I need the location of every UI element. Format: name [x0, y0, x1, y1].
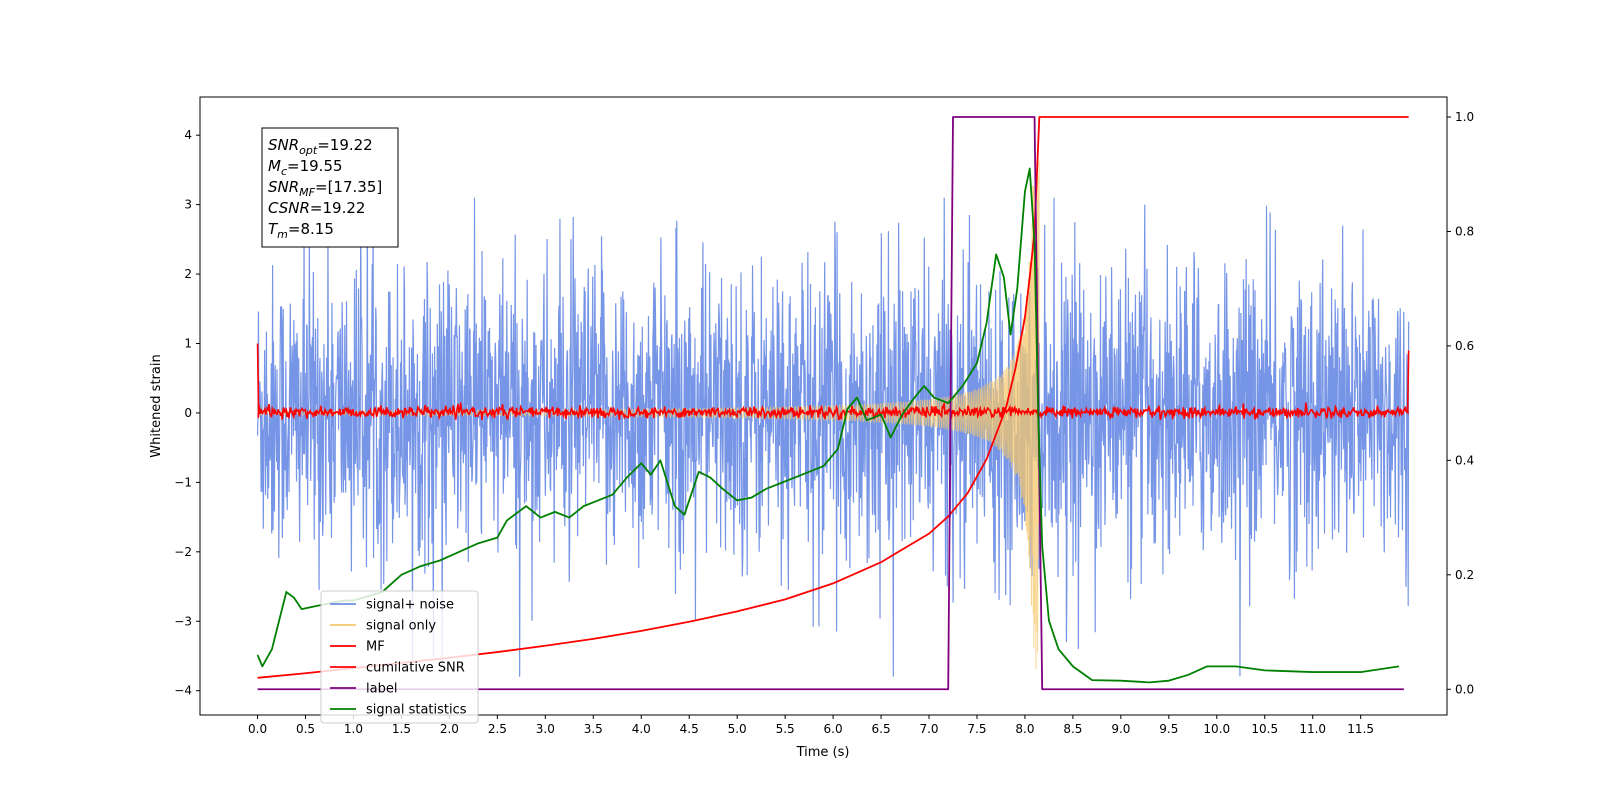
- annotation-symbol: SNR: [268, 136, 299, 154]
- x-tick-label: 8.0: [1015, 722, 1034, 736]
- annotation-value: =19.55: [287, 157, 343, 175]
- legend-entry: label: [366, 682, 397, 697]
- plot-frame: [199, 96, 1448, 716]
- y-left-tick-label: −3: [174, 614, 192, 628]
- legend: signal+ noise signal only MF cumilative SNR…: [320, 590, 479, 724]
- y-right-tick-label: 0.2: [1455, 568, 1474, 582]
- legend-entry: MF: [366, 640, 385, 655]
- y-right-tick-label: 0.8: [1455, 224, 1474, 238]
- annotation-value: =19.22: [317, 136, 373, 154]
- x-tick-label: 5.0: [728, 722, 747, 736]
- annotation-frame: [261, 127, 399, 248]
- legend-entry: signal statistics: [366, 703, 467, 718]
- y-right-tick-label: 0.4: [1455, 453, 1474, 467]
- x-tick-label: 0.5: [296, 722, 315, 736]
- x-tick-label: 7.5: [967, 722, 986, 736]
- x-tick-label: 9.5: [1159, 722, 1178, 736]
- annotation-line: Mc=19.55: [268, 157, 343, 178]
- x-tick-label: 2.5: [488, 722, 507, 736]
- x-tick-label: 6.5: [872, 722, 891, 736]
- x-tick-label: 1.5: [392, 722, 411, 736]
- y-left-tick-label: 2: [184, 267, 192, 281]
- x-tick-label: 10.5: [1251, 722, 1278, 736]
- x-tick-label: 3.5: [584, 722, 603, 736]
- annotation-line: CSNR=19.22: [268, 199, 365, 217]
- y-left-axis: −4 −3 −2 −1 0 1 2 3 4: [174, 128, 200, 698]
- annotation-value: =8.15: [288, 220, 334, 238]
- series-signal-noise: [256, 197, 1410, 677]
- legend-entry: cumilative SNR: [366, 661, 465, 676]
- x-tick-label: 11.5: [1347, 722, 1374, 736]
- x-tick-label: 2.0: [440, 722, 459, 736]
- y-axis-label: Whitened strain: [149, 354, 164, 457]
- annotation-subscript: m: [277, 228, 288, 241]
- x-tick-label: 8.5: [1063, 722, 1082, 736]
- y-left-tick-label: −2: [174, 545, 192, 559]
- y-left-tick-label: −1: [174, 475, 192, 489]
- series-signal-statistics: [256, 167, 1400, 684]
- y-right-tick-label: 0.6: [1455, 339, 1474, 353]
- annotation-symbol: T: [268, 220, 279, 238]
- annotation-symbol: SNR: [268, 178, 299, 196]
- x-tick-label: 1.0: [344, 722, 363, 736]
- x-tick-label: 5.5: [776, 722, 795, 736]
- annotation-subscript: MF: [299, 186, 315, 199]
- x-tick-label: 3.0: [536, 722, 555, 736]
- x-tick-label: 7.0: [919, 722, 938, 736]
- annotation-line: SNRopt=19.22: [268, 136, 373, 157]
- annotation-subscript: c: [281, 165, 287, 178]
- legend-entry: signal+ noise: [366, 598, 454, 613]
- x-axis-label: Time (s): [796, 745, 850, 760]
- y-left-tick-label: 1: [184, 337, 192, 351]
- legend-entry: signal only: [366, 619, 436, 634]
- x-tick-label: 11.0: [1299, 722, 1326, 736]
- y-right-tick-label: 1.0: [1455, 110, 1474, 124]
- y-right-axis: 0.0 0.2 0.4 0.6 0.8 1.0: [1447, 110, 1474, 696]
- annotation-subscript: opt: [299, 144, 318, 157]
- annotation-line: Tm=8.15: [268, 220, 334, 241]
- x-tick-label: 6.0: [824, 722, 843, 736]
- x-axis: 0.0 0.5 1.0 1.5 2.0 2.5 3.0 3.5 4.0 4.5 5.0 5.5 6.0 6…: [248, 715, 1374, 736]
- y-left-tick-label: 4: [184, 128, 192, 142]
- annotation-symbol: M: [268, 157, 281, 175]
- series-mf: [256, 343, 1410, 421]
- legend-frame: [320, 590, 479, 724]
- y-left-tick-label: −4: [174, 684, 192, 698]
- y-right-tick-label: 0.0: [1455, 682, 1474, 696]
- x-tick-label: 0.0: [248, 722, 267, 736]
- series-label: [257, 116, 1404, 691]
- annotation-line: SNRMF=[17.35]: [268, 178, 382, 199]
- annotation-symbol: CSNR: [268, 199, 310, 217]
- x-tick-label: 4.5: [680, 722, 699, 736]
- annotation-value: =19.22: [310, 199, 366, 217]
- y-left-tick-label: 0: [184, 406, 192, 420]
- x-tick-label: 9.0: [1111, 722, 1130, 736]
- annotation-box: SNRopt=19.22Mc=19.55SNRMF=[17.35]CSNR=19…: [261, 127, 399, 248]
- x-tick-label: 10.0: [1203, 722, 1230, 736]
- y-left-tick-label: 3: [184, 198, 192, 212]
- annotation-value: =[17.35]: [315, 178, 382, 196]
- x-tick-label: 4.0: [632, 722, 651, 736]
